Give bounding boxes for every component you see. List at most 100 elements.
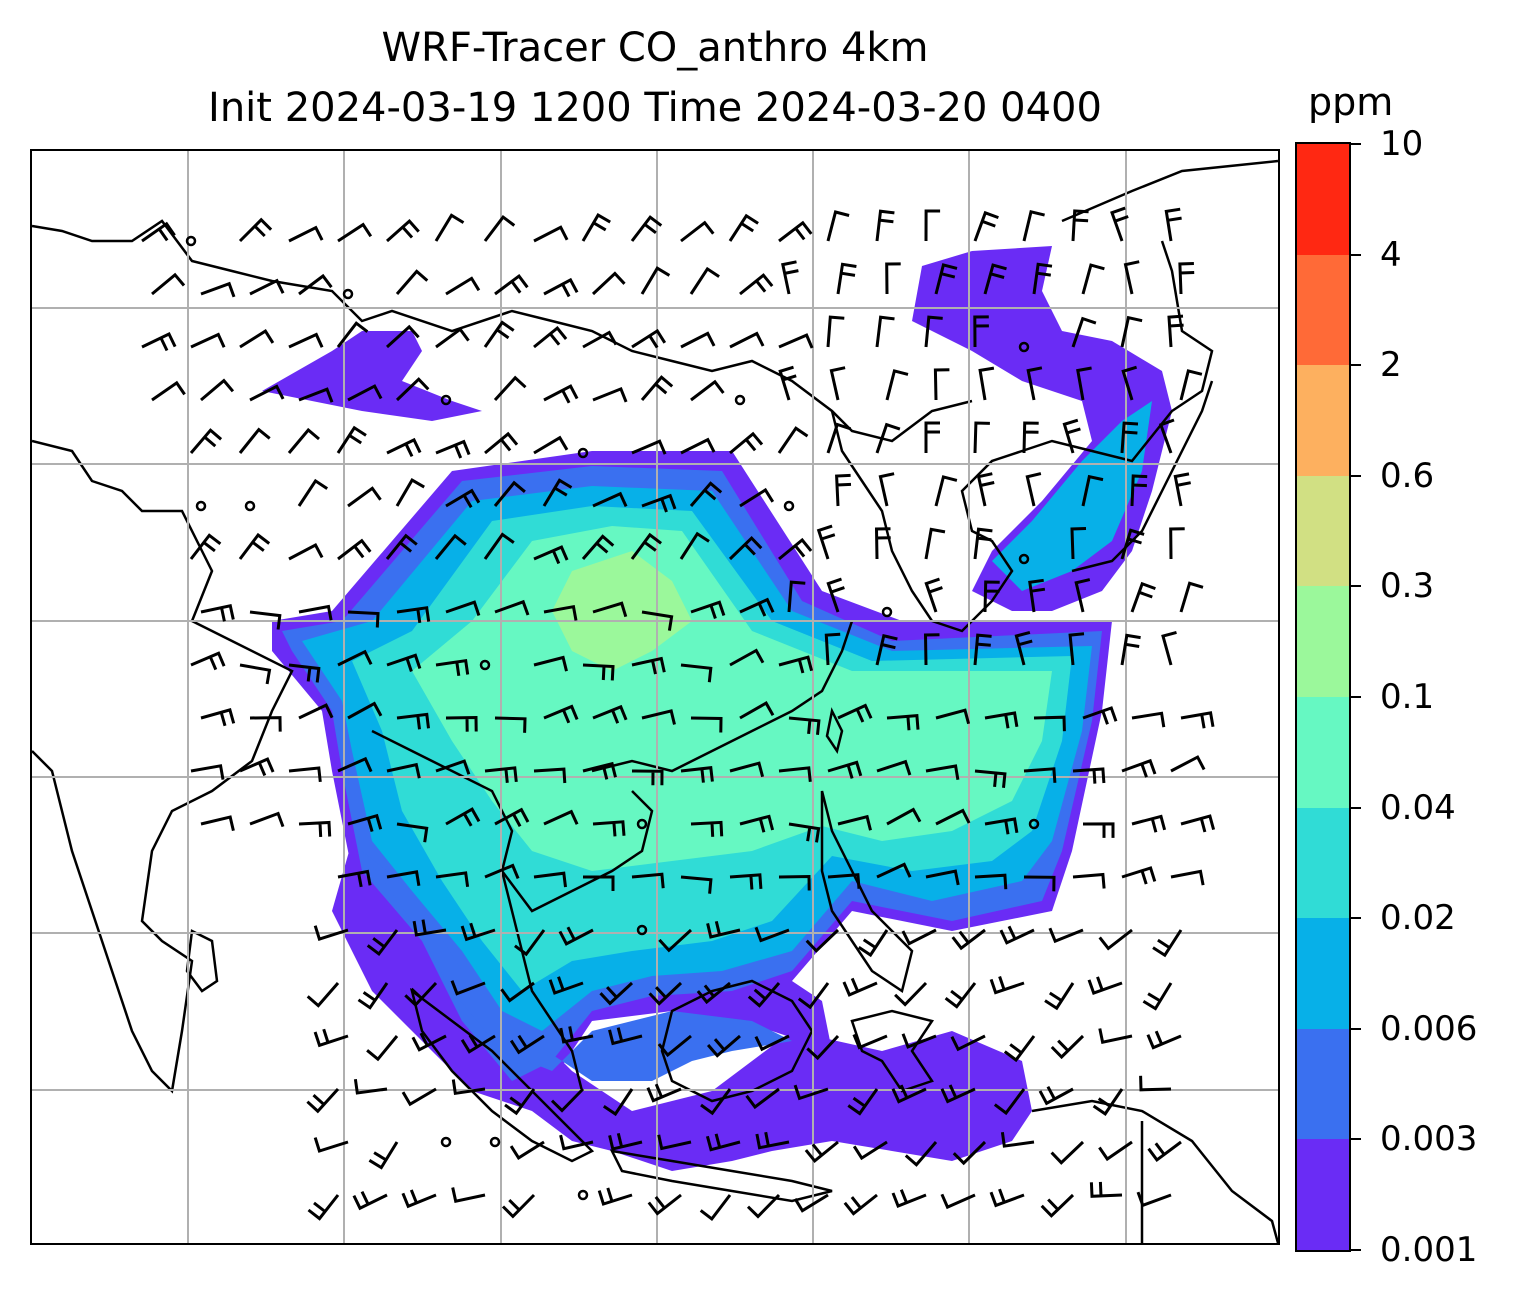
wind-barb (395, 377, 430, 402)
calm-wind-marker (636, 818, 648, 830)
colorbar-unit-label: ppm (1308, 80, 1394, 124)
colorbar-segment (1297, 364, 1349, 476)
wind-barb (337, 869, 372, 888)
colorbar-segment (1297, 1028, 1349, 1140)
wind-barb (824, 632, 841, 666)
wind-barb (631, 872, 665, 889)
wind-barb (746, 1193, 781, 1219)
wind-barb (500, 981, 535, 1003)
wind-barb (728, 213, 759, 242)
wind-barb (680, 875, 713, 894)
plume-cyan-korea (992, 401, 1152, 591)
colorbar-tick-label: 10 (1380, 124, 1424, 164)
wind-barb (483, 320, 515, 348)
wind-barb (1074, 578, 1091, 613)
wind-barb (597, 1187, 633, 1206)
wind-barb (445, 488, 481, 509)
wind-barb (706, 920, 741, 939)
calm-wind-marker (636, 924, 648, 936)
wind-barb (1071, 209, 1089, 242)
wind-barb (582, 663, 615, 681)
wind-barb (190, 332, 226, 349)
coast-philippines (820, 790, 914, 994)
wind-barb (641, 493, 677, 513)
wind-barb (1026, 366, 1043, 401)
wind-barb (484, 766, 518, 783)
coast-north-russia (1061, 159, 1278, 223)
wind-barb (494, 716, 527, 733)
wind-barb (875, 315, 895, 348)
colorbar-segment (1297, 696, 1349, 808)
colorbar-tick-label: 0.1 (1380, 677, 1435, 717)
wind-barb (583, 875, 615, 891)
wind-barb (445, 276, 481, 296)
wind-barb (816, 524, 836, 560)
wind-barb (894, 981, 928, 1007)
wind-barb (412, 919, 447, 937)
wind-barb (238, 427, 271, 454)
wind-barb (739, 814, 775, 833)
wind-barb (1169, 527, 1185, 560)
wind-barb (298, 604, 333, 621)
wind-barb (1142, 982, 1173, 1011)
wind-barb (843, 1193, 878, 1216)
coastline-layer (32, 159, 1278, 1243)
wind-barb (778, 333, 814, 349)
wind-barb (1180, 711, 1215, 729)
wind-barb (347, 813, 383, 833)
wind-barb (787, 580, 806, 613)
wind-barb (739, 273, 774, 296)
wind-barb (739, 701, 775, 720)
wind-barb (141, 221, 176, 243)
wind-barb (592, 601, 628, 618)
wind-barb (1081, 474, 1104, 507)
wind-barb (1070, 527, 1087, 560)
coast-japan (1071, 380, 1214, 573)
wind-barb (401, 1189, 437, 1209)
wind-barb (924, 421, 940, 453)
wind-barb (249, 716, 282, 732)
wind-barb (729, 873, 763, 890)
wind-barb (852, 1140, 888, 1161)
colorbar-tick (1351, 253, 1361, 256)
wind-barb (680, 331, 716, 349)
wind-barb (1076, 366, 1092, 401)
wind-barb (705, 1133, 741, 1152)
wind-barb (1003, 1035, 1036, 1063)
wind-barb (200, 708, 236, 727)
wind-barb (451, 1187, 486, 1203)
wind-barb (434, 533, 467, 560)
wind-barb (729, 331, 765, 349)
wind-barb (1098, 928, 1133, 951)
wind-barb (337, 538, 372, 561)
wind-barb (1170, 755, 1206, 773)
wind-barb (901, 1033, 937, 1049)
wind-barb (924, 209, 941, 242)
wind-barb (1022, 209, 1045, 242)
wind-barb (874, 527, 891, 560)
wind-barb (706, 1034, 741, 1058)
wind-barb (396, 606, 431, 624)
wind-barb (599, 981, 634, 1006)
wind-barb (200, 378, 235, 402)
colorbar-segment (1297, 143, 1349, 255)
wind-barb (1072, 872, 1106, 889)
wind-barb (548, 976, 584, 995)
wind-barb (989, 976, 1025, 995)
wind-barb (827, 873, 861, 889)
wind-barb (451, 1079, 486, 1095)
wind-barb (1072, 767, 1106, 784)
wind-barb (829, 366, 846, 401)
wind-barb (680, 220, 715, 243)
wind-barb (1170, 869, 1205, 886)
wind-barb (993, 1088, 1026, 1116)
wind-barb (298, 703, 334, 720)
wind-barb (805, 928, 840, 953)
wind-barb (1164, 207, 1182, 242)
wind-barb (352, 1190, 388, 1211)
wind-barb (592, 491, 628, 508)
wind-barb (395, 269, 429, 295)
wind-barb (509, 1034, 545, 1055)
wind-barb (640, 266, 671, 295)
colorbar-tick-label: 0.001 (1380, 1230, 1478, 1270)
